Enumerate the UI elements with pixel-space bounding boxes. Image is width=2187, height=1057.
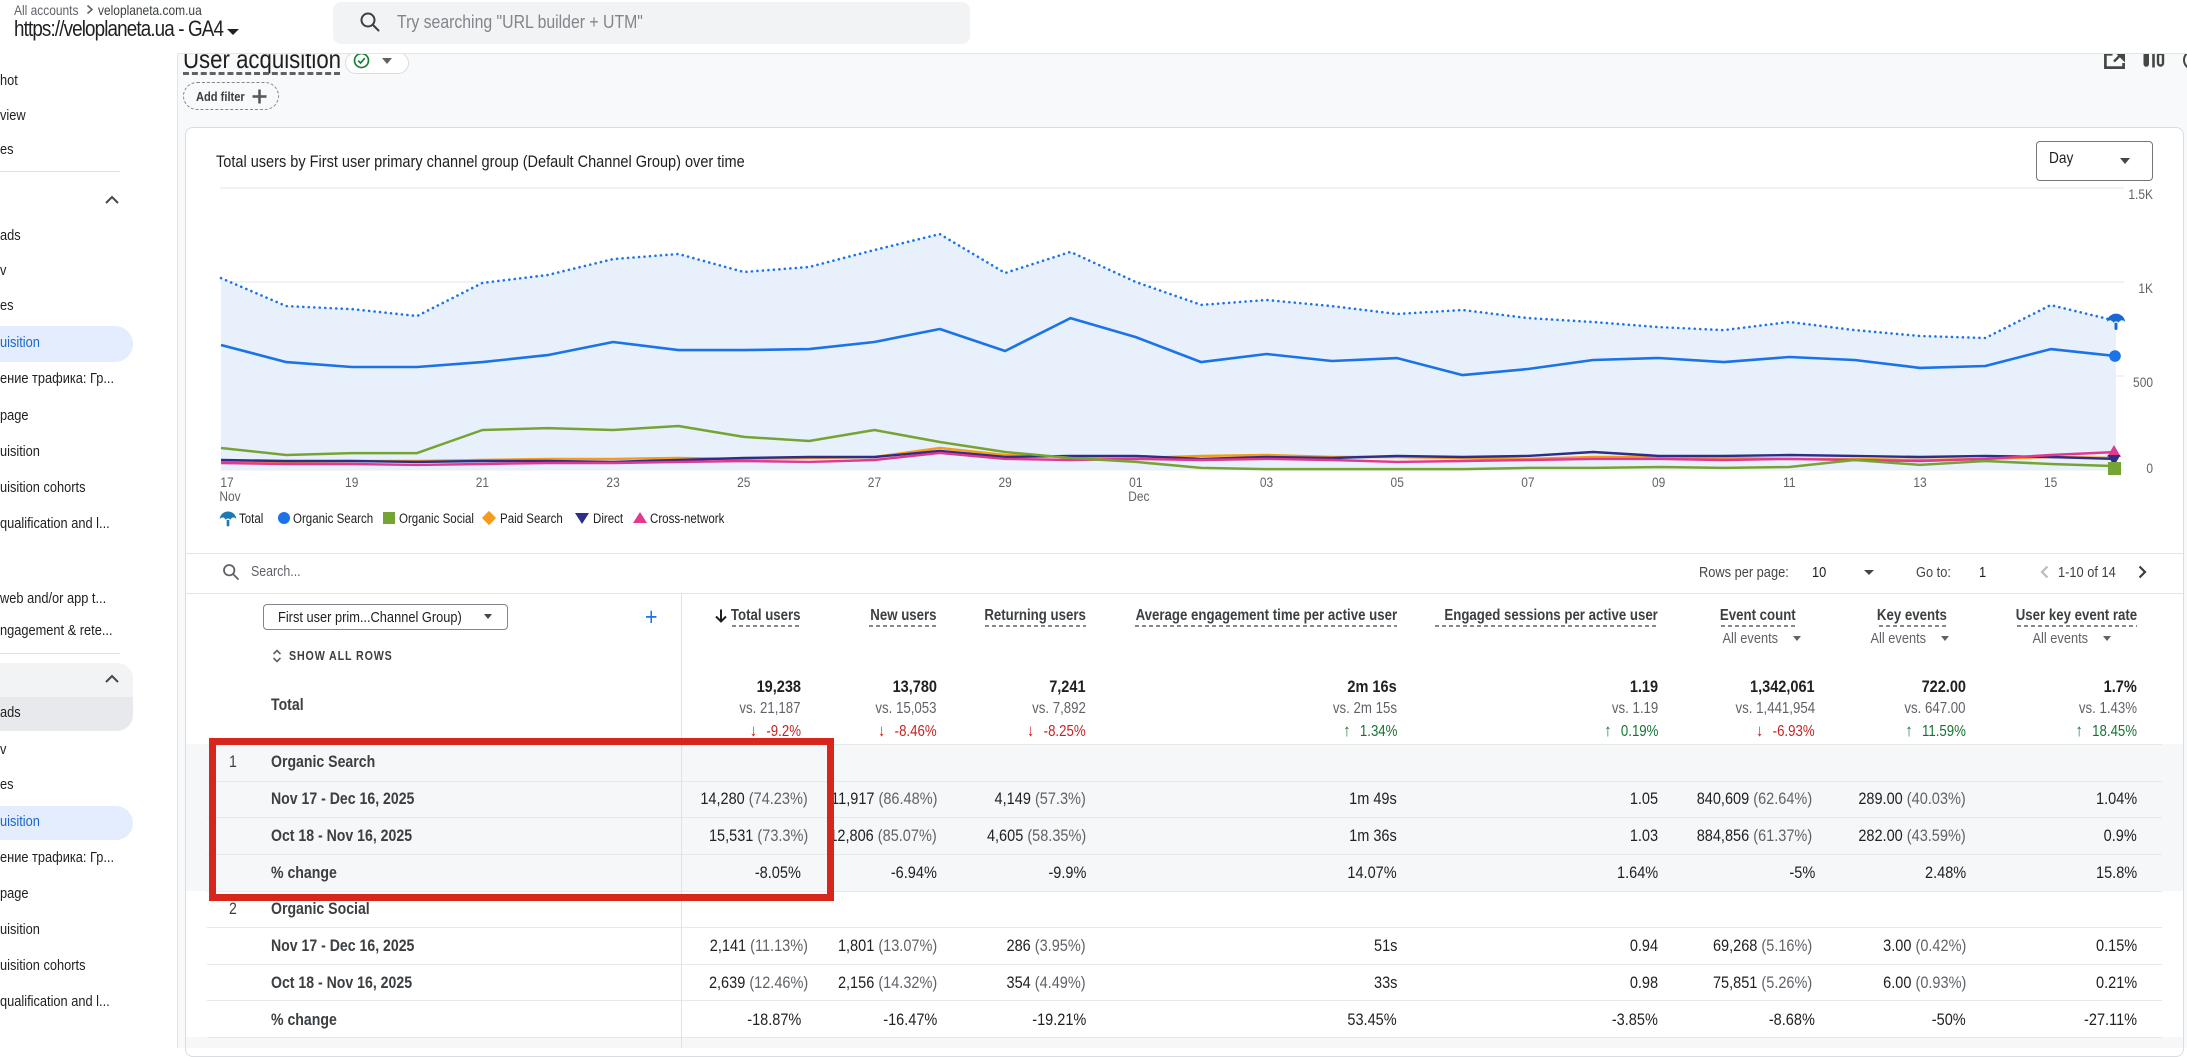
svg-text:Nov: Nov bbox=[219, 488, 241, 504]
svg-text:09: 09 bbox=[1652, 474, 1665, 490]
svg-text:13: 13 bbox=[1913, 474, 1926, 490]
svg-text:0: 0 bbox=[2146, 460, 2153, 476]
svg-text:29: 29 bbox=[998, 474, 1011, 490]
svg-text:25: 25 bbox=[737, 474, 750, 490]
svg-text:11: 11 bbox=[1783, 474, 1795, 490]
svg-text:01: 01 bbox=[1129, 474, 1142, 490]
svg-text:1K: 1K bbox=[2138, 280, 2153, 296]
svg-text:17: 17 bbox=[220, 474, 233, 490]
svg-text:05: 05 bbox=[1391, 474, 1404, 490]
svg-text:Dec: Dec bbox=[1128, 488, 1150, 504]
svg-text:19: 19 bbox=[345, 474, 358, 490]
svg-text:23: 23 bbox=[606, 474, 619, 490]
svg-text:07: 07 bbox=[1521, 474, 1534, 490]
svg-text:15: 15 bbox=[2044, 474, 2057, 490]
svg-text:27: 27 bbox=[868, 474, 881, 490]
svg-text:21: 21 bbox=[476, 474, 489, 490]
svg-text:500: 500 bbox=[2133, 374, 2153, 390]
svg-text:1.5K: 1.5K bbox=[2128, 186, 2153, 202]
svg-text:03: 03 bbox=[1260, 474, 1273, 490]
